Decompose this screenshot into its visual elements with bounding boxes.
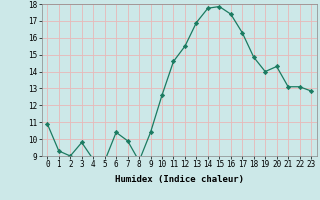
X-axis label: Humidex (Indice chaleur): Humidex (Indice chaleur) [115,175,244,184]
